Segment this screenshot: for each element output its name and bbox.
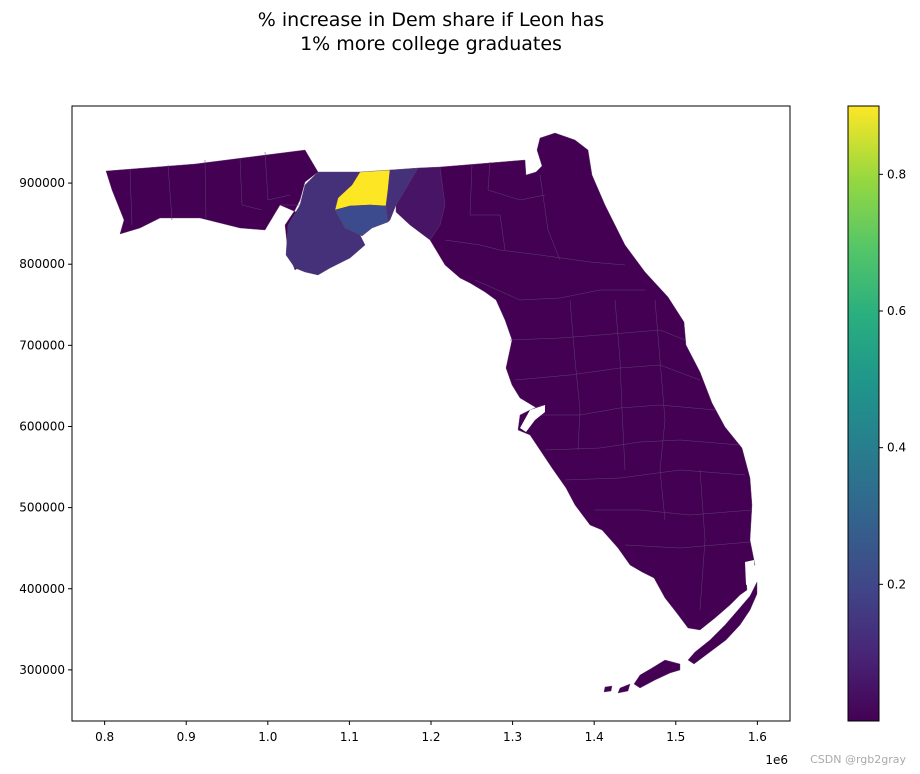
water-bay	[520, 405, 545, 432]
y-tick-label: 500000	[19, 501, 65, 515]
region-keys-mid	[633, 659, 681, 689]
region-keys-east	[687, 581, 758, 665]
y-axis: 300000 400000 500000 600000 700000 800000 9000…	[19, 176, 72, 677]
x-tick-label: 1.3	[503, 730, 522, 744]
region-keys-west-2	[603, 685, 613, 693]
watermark: CSDN @rgb2gray	[810, 753, 906, 766]
y-tick-label: 900000	[19, 176, 65, 190]
water-lake	[745, 560, 756, 585]
colorbar-tick-label: 0.6	[887, 304, 906, 318]
region-peninsula	[429, 132, 756, 631]
map-axes: 0.8 0.9 1.0 1.1 1.2 1.3 1.4 1.5 1.6 300000 400000…	[19, 105, 791, 767]
colorbar-ticks: 0.2 0.4 0.6 0.8	[879, 167, 906, 591]
colorbar-tick-label: 0.4	[887, 441, 906, 455]
y-tick-label: 600000	[19, 419, 65, 433]
x-tick-label: 1.1	[340, 730, 359, 744]
chart-title-line-2: 1% more college graduates	[300, 33, 562, 55]
colorbar-tick-label: 0.8	[887, 167, 906, 181]
colorbar-gradient	[847, 105, 880, 722]
x-axis: 0.8 0.9 1.0 1.1 1.2 1.3 1.4 1.5 1.6	[95, 721, 767, 744]
chart-title-line-1: % increase in Dem share if Leon has	[258, 9, 604, 31]
colorbar: 0.2 0.4 0.6 0.8	[847, 105, 906, 722]
colorbar-tick-label: 0.2	[887, 577, 906, 591]
x-tick-label: 0.9	[177, 730, 196, 744]
x-tick-label: 1.2	[421, 730, 440, 744]
y-tick-label: 300000	[19, 663, 65, 677]
y-tick-label: 700000	[19, 338, 65, 352]
county-boundaries	[129, 151, 753, 611]
x-tick-label: 1.5	[666, 730, 685, 744]
florida-map	[105, 132, 758, 694]
region-keys-west-1	[617, 683, 631, 694]
x-tick-label: 1.6	[748, 730, 767, 744]
y-tick-label: 800000	[19, 257, 65, 271]
x-tick-label: 1.0	[258, 730, 277, 744]
x-offset-label: 1e6	[765, 753, 788, 767]
y-tick-label: 400000	[19, 582, 65, 596]
x-tick-label: 0.8	[95, 730, 114, 744]
x-tick-label: 1.4	[585, 730, 604, 744]
